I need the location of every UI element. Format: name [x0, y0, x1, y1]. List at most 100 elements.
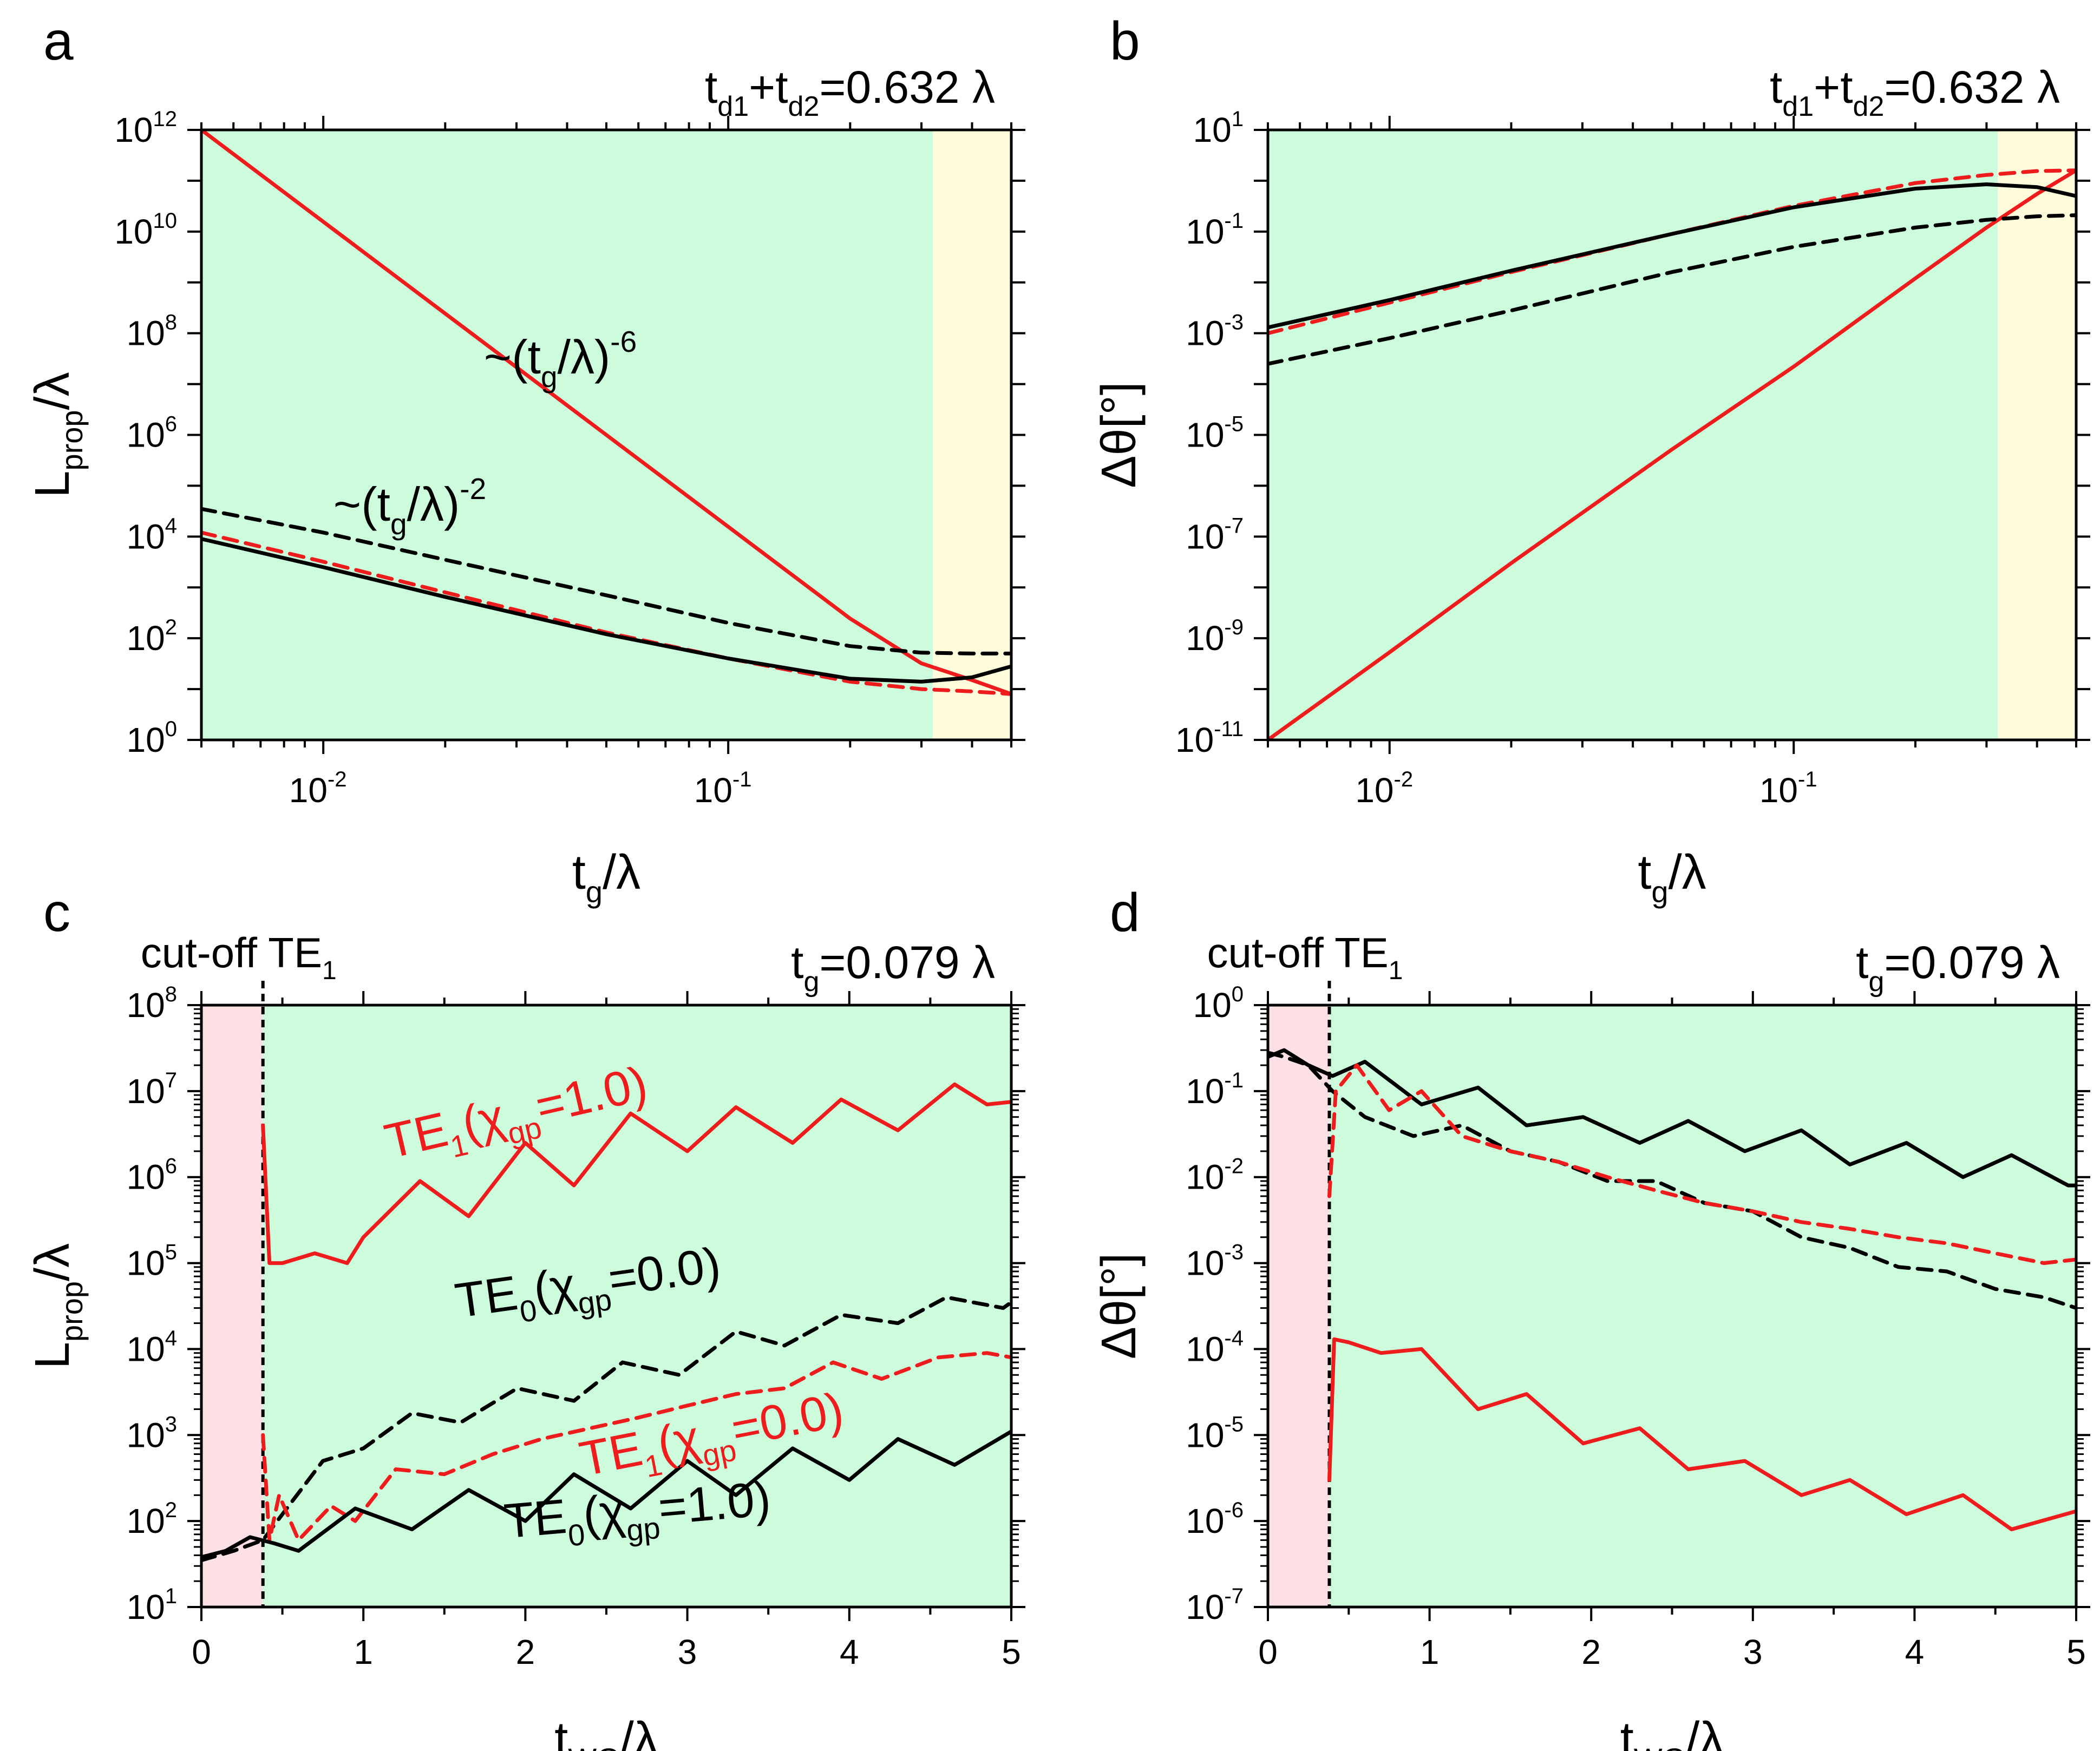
subscript: 0 — [567, 1517, 587, 1552]
y-tick-label: 10-7 — [1186, 514, 1244, 556]
text-run: TE — [502, 1490, 568, 1549]
superscript: 6 — [165, 412, 177, 436]
series-group — [201, 130, 1011, 696]
subscript: g — [803, 966, 819, 998]
condition-annotation: td1+td2=0.632 λ — [1770, 62, 2060, 122]
yellow-region — [933, 130, 1011, 740]
series-line-1 — [1268, 168, 2076, 336]
y-axis-label: Lprop/λ — [25, 372, 89, 497]
superscript: -6 — [610, 325, 637, 358]
subscript: gp — [625, 1511, 662, 1547]
text-run: TE — [575, 1422, 647, 1487]
superscript: -5 — [1224, 412, 1244, 436]
subscript: 1 — [1389, 956, 1403, 985]
x-tick-label: 1 — [1420, 1632, 1440, 1671]
text-run: 10 — [1186, 314, 1224, 353]
subscript: prop — [55, 1281, 89, 1342]
superscript: -2 — [1394, 768, 1414, 791]
superscript: -1 — [1224, 1068, 1244, 1092]
text-run: 10 — [1186, 1588, 1224, 1627]
text-run: 1 — [354, 1632, 373, 1671]
text-run: ~(t — [484, 330, 541, 384]
text-run: TE — [452, 1266, 521, 1328]
series-line-0 — [261, 1082, 1011, 1265]
superscript: 4 — [165, 1326, 177, 1350]
text-run: /λ — [25, 372, 80, 410]
series-line-0 — [1268, 1048, 2076, 1188]
text-run: =0.632 λ — [1884, 62, 2060, 113]
y-tick-label: 107 — [127, 1068, 177, 1111]
text-run: 10 — [127, 1588, 165, 1627]
x-tick-label: 0 — [1258, 1632, 1278, 1671]
text-run: 10 — [1175, 720, 1214, 759]
superscript: 5 — [165, 1241, 177, 1264]
text-run: t — [705, 62, 717, 113]
x-axis-label: tg/λ — [572, 845, 640, 909]
subscript: g — [390, 507, 407, 541]
curve-label: TE0(χgp=0.0) — [452, 1237, 725, 1337]
text-run: 0 — [192, 1632, 211, 1671]
y-axis-label: Lprop/λ — [25, 1243, 89, 1369]
text-run: /λ — [1686, 1713, 1724, 1751]
text-run: t — [572, 845, 586, 900]
subscript: WG — [568, 1742, 620, 1751]
y-tick-label: 100 — [1193, 982, 1244, 1025]
text-run: +t — [1814, 62, 1853, 113]
text-run: t — [791, 937, 803, 988]
text-run: L — [25, 471, 80, 498]
panel-letter: a — [43, 11, 74, 71]
x-tick-label: 2 — [516, 1632, 535, 1671]
y-tick-label: 100 — [127, 717, 177, 759]
y-tick-label: 104 — [127, 514, 177, 556]
x-tick-label: 1 — [354, 1632, 373, 1671]
x-axis-label: tWG/λ — [1620, 1713, 1724, 1751]
y-tick-label: 106 — [127, 1155, 177, 1197]
superscript: 1 — [165, 1584, 177, 1608]
text-run: 10 — [1186, 619, 1224, 658]
text-run: 10 — [1186, 1329, 1224, 1368]
series-line-3 — [1268, 213, 2076, 366]
text-run: =0.079 λ — [819, 937, 995, 988]
text-run: 10 — [127, 986, 165, 1025]
cutoff-label: cut-off TE1 — [1207, 929, 1403, 985]
superscript: -3 — [1224, 1241, 1244, 1264]
text-run: =0.079 λ — [1884, 937, 2060, 988]
superscript: -1 — [1224, 209, 1244, 233]
text-run: 0 — [1258, 1632, 1278, 1671]
series-line-1 — [1268, 1051, 2076, 1310]
superscript: 0 — [165, 717, 177, 741]
superscript: 3 — [165, 1412, 177, 1436]
subscript: d2 — [788, 91, 820, 122]
superscript: 12 — [153, 107, 178, 131]
text-run: Δθ[°] — [1092, 382, 1146, 488]
x-tick-label: 4 — [1905, 1632, 1925, 1671]
text-run: =1.0) — [656, 1472, 773, 1536]
pink-region — [201, 1005, 263, 1607]
superscript: -2 — [1224, 1155, 1244, 1178]
y-tick-label: 10-5 — [1186, 412, 1244, 455]
y-axis-label: Δθ[°] — [1092, 382, 1146, 488]
text-run: L — [25, 1342, 80, 1369]
text-run: 10 — [1186, 1415, 1224, 1454]
y-tick-label: 101 — [127, 1584, 177, 1627]
text-run: cut-off TE — [1207, 929, 1388, 976]
text-run: /λ) — [558, 330, 611, 384]
text-run: cut-off TE — [141, 929, 322, 976]
y-tick-label: 10-2 — [1186, 1155, 1244, 1197]
y-tick-label: 105 — [127, 1241, 177, 1283]
y-tick-label: 10-3 — [1186, 1241, 1244, 1283]
text-run: 10 — [127, 314, 165, 353]
green-region — [1329, 1005, 2076, 1607]
superscript: -1 — [1798, 768, 1817, 791]
y-tick-label: 106 — [127, 412, 177, 455]
superscript: 10 — [153, 209, 178, 233]
subscript: prop — [55, 410, 89, 470]
y-tick-label: 10-9 — [1186, 615, 1244, 658]
text-run: 10 — [127, 1244, 165, 1283]
x-tick-label: 4 — [840, 1632, 859, 1671]
superscript: 8 — [165, 982, 177, 1006]
y-tick-label: 10-7 — [1186, 1584, 1244, 1627]
subscript: d1 — [717, 91, 749, 122]
text-run: 10 — [127, 517, 165, 556]
